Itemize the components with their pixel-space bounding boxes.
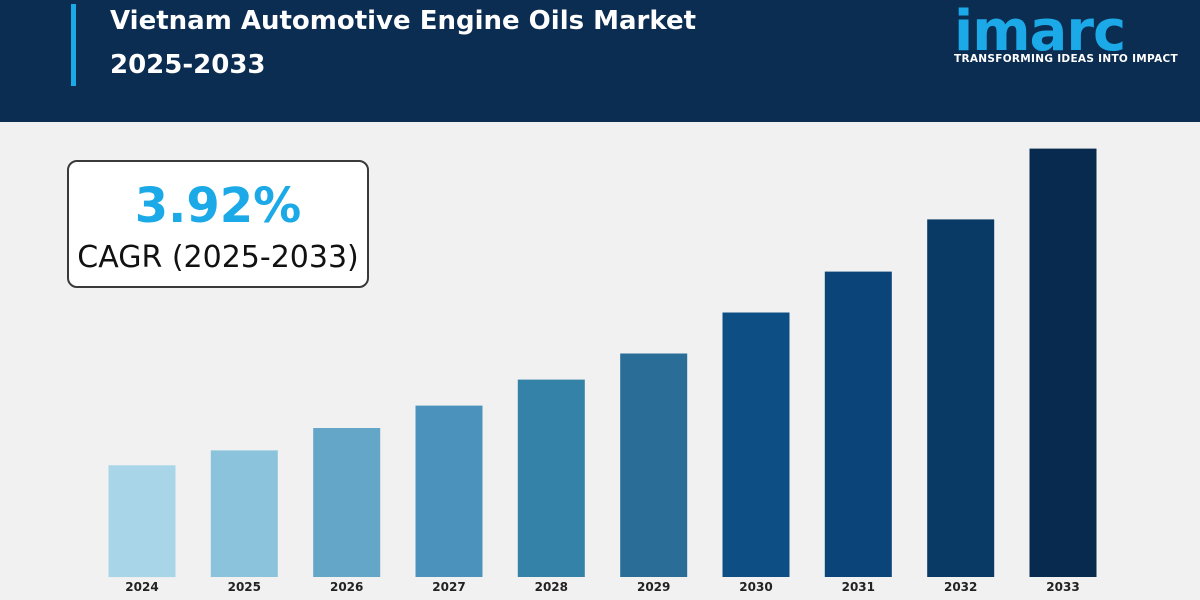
logo-tagline: TRANSFORMING IDEAS INTO IMPACT	[954, 53, 1178, 65]
bar-2026	[313, 428, 381, 577]
x-tick-label-2027: 2027	[432, 580, 465, 594]
x-tick-label-2028: 2028	[535, 580, 568, 594]
x-tick-label-2026: 2026	[330, 580, 363, 594]
bar-2029	[620, 353, 688, 577]
x-tick-label-2025: 2025	[228, 580, 261, 594]
bar-2024	[108, 465, 176, 578]
x-tick-label-2024: 2024	[125, 580, 158, 594]
cagr-label: CAGR (2025-2033)	[77, 240, 359, 275]
page-title-line1: Vietnam Automotive Engine Oils Market	[110, 6, 697, 36]
bar-2033	[1029, 148, 1097, 577]
bar-2028	[517, 379, 585, 577]
x-tick-label-2033: 2033	[1046, 580, 1079, 594]
bar-2030	[722, 312, 790, 577]
bar-2027	[415, 405, 483, 577]
bar-2031	[824, 271, 892, 577]
x-tick-label-2031: 2031	[842, 580, 875, 594]
bar-2032	[927, 219, 995, 577]
title-accent-bar	[71, 4, 76, 86]
imarc-logo: imarc	[954, 0, 1126, 64]
x-tick-label-2029: 2029	[637, 580, 670, 594]
x-tick-label-2032: 2032	[944, 580, 977, 594]
page-title-line2: 2025-2033	[110, 50, 266, 80]
x-tick-label-2030: 2030	[739, 580, 772, 594]
cagr-callout: 3.92% CAGR (2025-2033)	[67, 160, 369, 288]
bar-2025	[210, 450, 278, 577]
header-banner: Vietnam Automotive Engine Oils Market 20…	[0, 0, 1200, 122]
cagr-value: 3.92%	[134, 178, 302, 234]
